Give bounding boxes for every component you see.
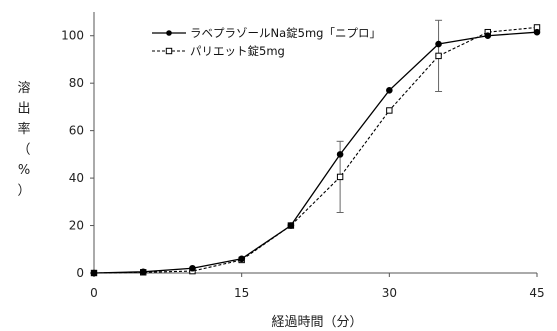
series-1 [90,28,541,277]
y-axis-title-char: （ [17,143,30,158]
x-tick-label: 15 [234,286,249,300]
legend-label: パリエット錠5mg [190,44,285,58]
y-tick-label: 100 [61,29,84,43]
data-point [336,151,344,158]
x-tick-label: 30 [382,286,397,300]
y-tick-label: 80 [69,76,84,90]
y-tick-label: 40 [69,171,84,185]
x-tick-label: 0 [90,286,98,300]
y-axis-title-char: 出 [17,102,30,117]
y-tick-label: 20 [69,219,84,233]
data-point [386,87,393,94]
data-point [533,28,541,36]
series-line [93,31,538,274]
y-tick-label: 60 [69,124,84,138]
y-axis-title-char: 溶 [17,81,30,96]
data-point [189,264,196,272]
x-tick-label: 45 [529,286,544,300]
series-line [93,26,538,274]
data-point [90,269,98,277]
y-axis-title-char: ） [17,184,30,199]
x-axis-title: 経過時間（分） [271,315,362,330]
legend-marker [165,47,173,55]
data-point [139,268,147,276]
legend-label: ラベプラゾールNa錠5mg「ニプロ」 [190,26,381,40]
data-point [435,52,442,60]
data-point [287,222,295,229]
data-point [238,255,245,263]
y-tick-label: 0 [76,266,84,280]
legend-marker [166,30,172,36]
series-2 [90,19,541,277]
legend-item: ラベプラゾールNa錠5mg「ニプロ」 [152,26,381,40]
data-point [484,32,492,40]
legend-item: パリエット錠5mg [152,44,285,58]
y-axis-title-char: % [18,163,30,178]
data-point [336,173,344,181]
y-axis-title-char: 率 [17,121,30,137]
data-point [435,40,442,48]
y-axis-title: 溶出率 （% ） [17,81,30,199]
data-point [386,107,393,114]
